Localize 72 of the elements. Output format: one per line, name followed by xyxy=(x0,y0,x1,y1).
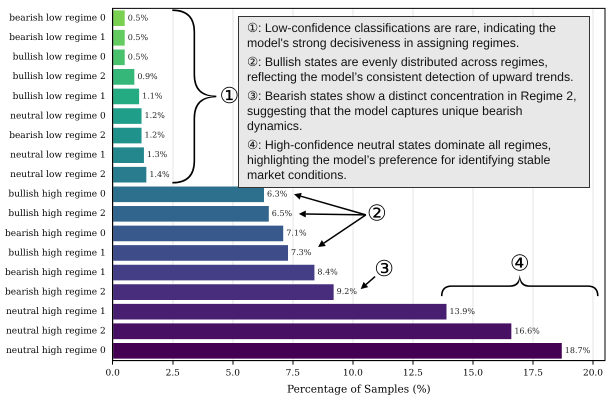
data-label: 1.4% xyxy=(149,170,170,179)
bar xyxy=(113,128,142,144)
bar xyxy=(113,10,125,26)
annotation: ② xyxy=(367,201,387,226)
bar xyxy=(113,206,269,222)
bar xyxy=(113,88,140,104)
y-tick-label: bearish high regime 2 xyxy=(5,287,106,298)
annotation: ②: Bullish states are evenly distributed across regimes, reflecting the model’s consistent detection of upward trends. xyxy=(247,55,575,86)
data-label: 7.3% xyxy=(291,248,312,258)
y-tick-label: bearish high regime 0 xyxy=(5,228,106,239)
data-label: 0.5% xyxy=(128,52,148,62)
y-tick-label: neutral low regime 2 xyxy=(10,170,106,180)
y-tick-label: neutral high regime 0 xyxy=(6,346,106,356)
x-tick-label: 5.0 xyxy=(226,368,240,378)
data-label: 0.5% xyxy=(128,13,148,22)
data-label: 0.9% xyxy=(137,72,158,81)
bar xyxy=(113,304,447,320)
y-tick-label: bullish high regime 1 xyxy=(8,248,106,258)
x-tick-label: 2.5 xyxy=(166,368,180,378)
data-label: 1.2% xyxy=(144,111,166,120)
bar xyxy=(113,264,314,280)
x-tick-label: 7.5 xyxy=(286,368,300,378)
data-label: 1.3% xyxy=(146,150,168,160)
y-tick-label: neutral high regime 2 xyxy=(6,326,106,337)
bar xyxy=(113,147,144,163)
x-axis-title: Percentage of Samples (%) xyxy=(287,383,431,396)
annotation: ③ xyxy=(374,257,394,282)
x-tick-label: 15.0 xyxy=(462,368,484,378)
y-tick-label: bullish low regime 1 xyxy=(12,92,106,102)
y-tick-label: bullish high regime 0 xyxy=(8,190,106,200)
data-label: 7.1% xyxy=(286,228,307,238)
data-label: 18.7% xyxy=(564,346,591,355)
bar xyxy=(113,226,284,242)
bar xyxy=(113,30,125,46)
bar xyxy=(113,166,146,183)
x-tick-label: 10.0 xyxy=(342,368,364,378)
data-label: 8.4% xyxy=(317,268,338,277)
y-tick-label: bearish low regime 0 xyxy=(9,14,106,24)
bar xyxy=(113,245,288,261)
bar xyxy=(113,69,134,85)
x-tick-label: 20.0 xyxy=(582,368,604,378)
data-label: 1.2% xyxy=(144,130,166,140)
bar xyxy=(113,342,562,359)
y-tick-label: bullish low regime 0 xyxy=(12,52,106,63)
bar xyxy=(113,186,264,202)
bar xyxy=(113,323,512,340)
y-tick-label: bullish low regime 2 xyxy=(12,72,106,82)
y-tick-label: bearish high regime 1 xyxy=(5,268,106,278)
y-tick-label: neutral low regime 1 xyxy=(10,150,106,160)
annotation: ③: Bearish states show a distinct concentration in Regime 2, suggesting that the model captures unique bearish dynamics. xyxy=(247,89,578,134)
data-label: 9.2% xyxy=(336,287,358,296)
x-tick-label: 12.5 xyxy=(402,368,424,378)
x-tick-label: 17.5 xyxy=(522,368,544,378)
y-tick-label: bullish high regime 2 xyxy=(8,209,106,220)
data-label: 1.1% xyxy=(142,92,163,101)
annotation: ①: Low-confidence classifications are rare, indicating the model's strong decisiveness in assigning regimes. xyxy=(247,21,558,52)
bar xyxy=(113,108,142,124)
data-label: 0.5% xyxy=(128,32,148,42)
data-label: 16.6% xyxy=(514,326,540,336)
y-tick-label: neutral low regime 0 xyxy=(10,111,106,122)
annotation: ④ xyxy=(510,252,530,277)
annotation: ① xyxy=(219,84,240,109)
y-tick-label: bearish low regime 1 xyxy=(9,33,106,44)
y-tick-label: bearish low regime 2 xyxy=(9,130,106,141)
bar xyxy=(113,49,125,66)
annotation: ④: High-confidence neutral states dominate all regimes, highlighting the model’s preference for identifying stable market conditions. xyxy=(247,138,552,184)
data-label: 6.5% xyxy=(272,208,293,218)
x-tick-label: 0.0 xyxy=(106,368,120,378)
y-tick-label: neutral high regime 1 xyxy=(6,307,106,318)
data-label: 6.3% xyxy=(267,189,288,198)
data-label: 13.9% xyxy=(450,306,476,316)
bar xyxy=(113,284,334,300)
